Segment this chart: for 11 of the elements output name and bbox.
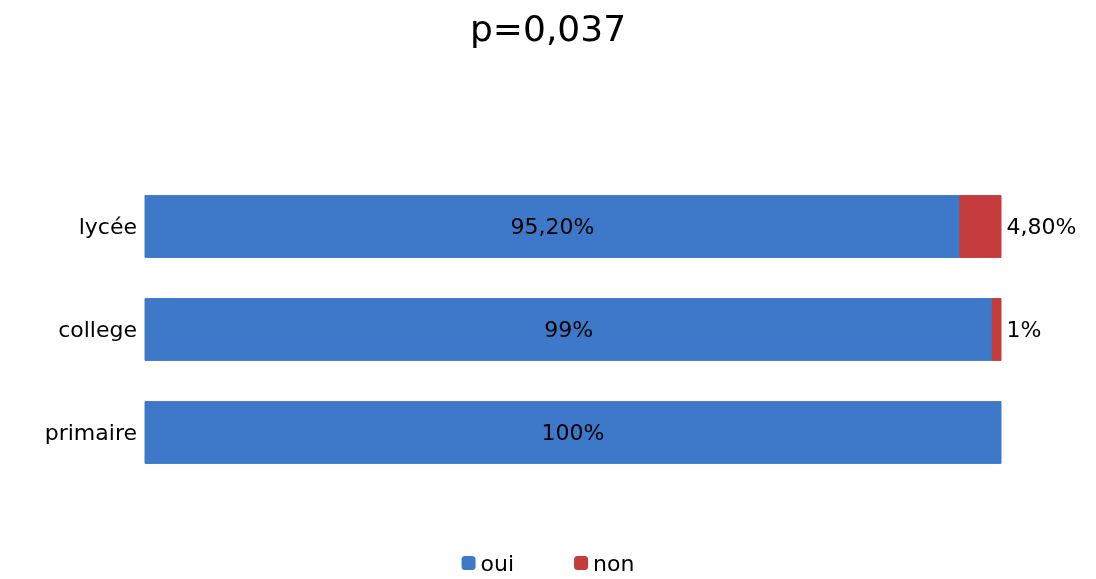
legend-label: oui [480, 550, 515, 576]
data-label: 4,80% [1006, 214, 1077, 239]
chart-title: p=0,037 [469, 7, 627, 49]
legend-label: non [593, 550, 635, 576]
y-tick-label: primaire [44, 420, 137, 445]
y-tick-label: lycée [78, 214, 137, 239]
data-label: 99% [544, 317, 594, 342]
data-label: 95,20% [510, 214, 595, 239]
data-label: 1% [1006, 317, 1042, 342]
y-tick-label: college [58, 317, 137, 342]
data-label: 100% [541, 420, 605, 445]
